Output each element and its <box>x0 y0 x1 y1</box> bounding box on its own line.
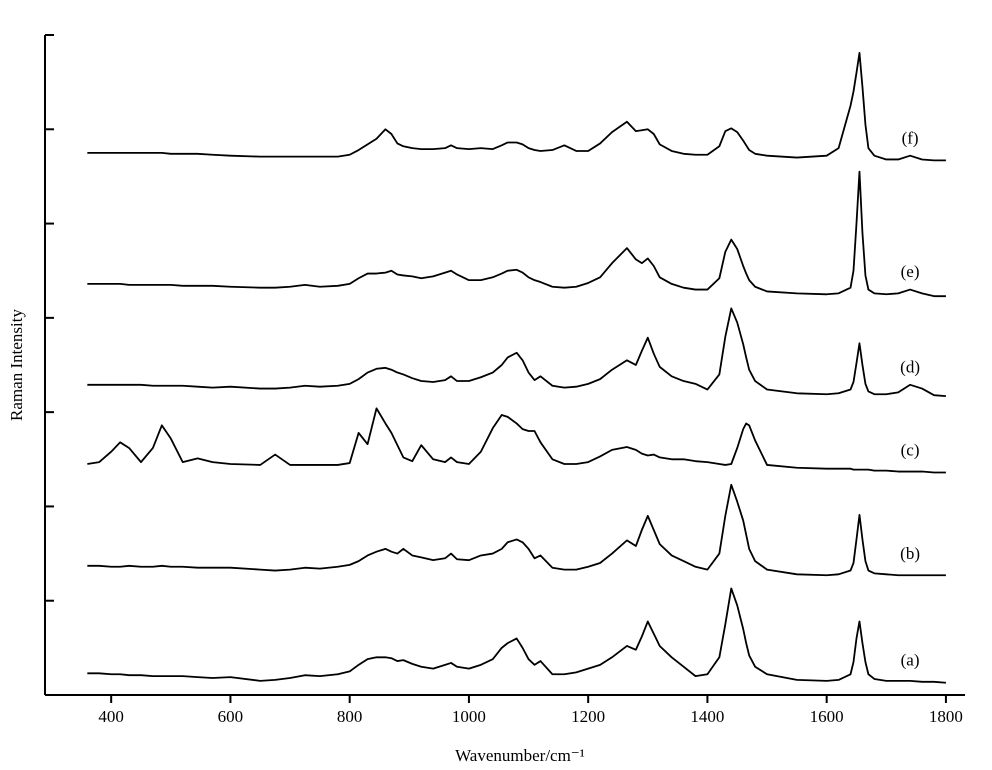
x-tick-label: 1800 <box>929 707 963 726</box>
x-tick-label: 1600 <box>810 707 844 726</box>
series-label: (a) <box>901 651 920 670</box>
x-tick-label: 600 <box>218 707 244 726</box>
x-tick-label: 1400 <box>690 707 724 726</box>
x-axis-title: Wavenumber/cm⁻¹ <box>455 746 585 765</box>
spectrum-line <box>87 307 946 398</box>
spectrum-line <box>87 52 946 162</box>
x-tick-label: 1200 <box>571 707 605 726</box>
x-tick-label: 800 <box>337 707 363 726</box>
series-label: (e) <box>901 262 920 281</box>
x-tick-label: 400 <box>98 707 124 726</box>
series-label: (f) <box>902 128 919 147</box>
spectrum-line <box>87 170 946 298</box>
y-axis-title: Raman Intensity <box>7 309 26 421</box>
spectrum-line <box>87 483 946 577</box>
series-label: (b) <box>900 544 920 563</box>
series-label: (d) <box>900 357 920 376</box>
x-tick-label: 1000 <box>452 707 486 726</box>
spectrum-line <box>87 407 946 474</box>
spectrum-line <box>87 587 946 684</box>
series-label: (c) <box>901 440 920 459</box>
